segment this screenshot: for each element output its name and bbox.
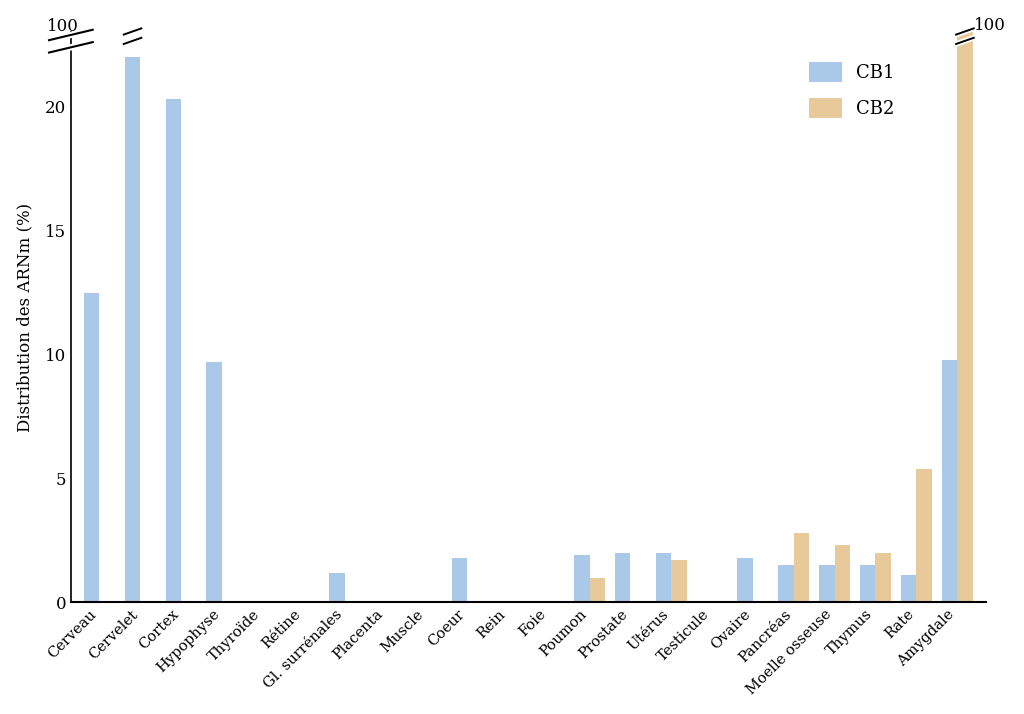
Bar bbox=[672, 560, 687, 603]
Bar bbox=[452, 558, 467, 603]
Bar bbox=[574, 555, 590, 603]
Bar bbox=[835, 545, 850, 603]
Bar bbox=[125, 57, 140, 603]
Bar bbox=[901, 575, 916, 603]
Text: 100: 100 bbox=[47, 18, 79, 35]
Bar bbox=[876, 553, 891, 603]
Y-axis label: Distribution des ARNm (%): Distribution des ARNm (%) bbox=[16, 203, 34, 432]
Bar bbox=[942, 360, 957, 603]
Bar bbox=[778, 565, 794, 603]
Bar bbox=[655, 553, 672, 603]
Bar bbox=[860, 565, 876, 603]
Bar bbox=[207, 362, 222, 603]
Bar bbox=[614, 553, 631, 603]
Bar bbox=[84, 293, 99, 603]
Bar bbox=[957, 32, 973, 603]
Bar bbox=[737, 558, 753, 603]
Bar bbox=[916, 468, 932, 603]
Bar bbox=[166, 99, 181, 603]
Bar bbox=[819, 565, 835, 603]
Text: 100: 100 bbox=[974, 16, 1006, 34]
Legend: CB1, CB2: CB1, CB2 bbox=[800, 53, 903, 127]
Bar bbox=[794, 533, 809, 603]
Bar bbox=[329, 573, 344, 603]
Bar bbox=[590, 578, 605, 603]
